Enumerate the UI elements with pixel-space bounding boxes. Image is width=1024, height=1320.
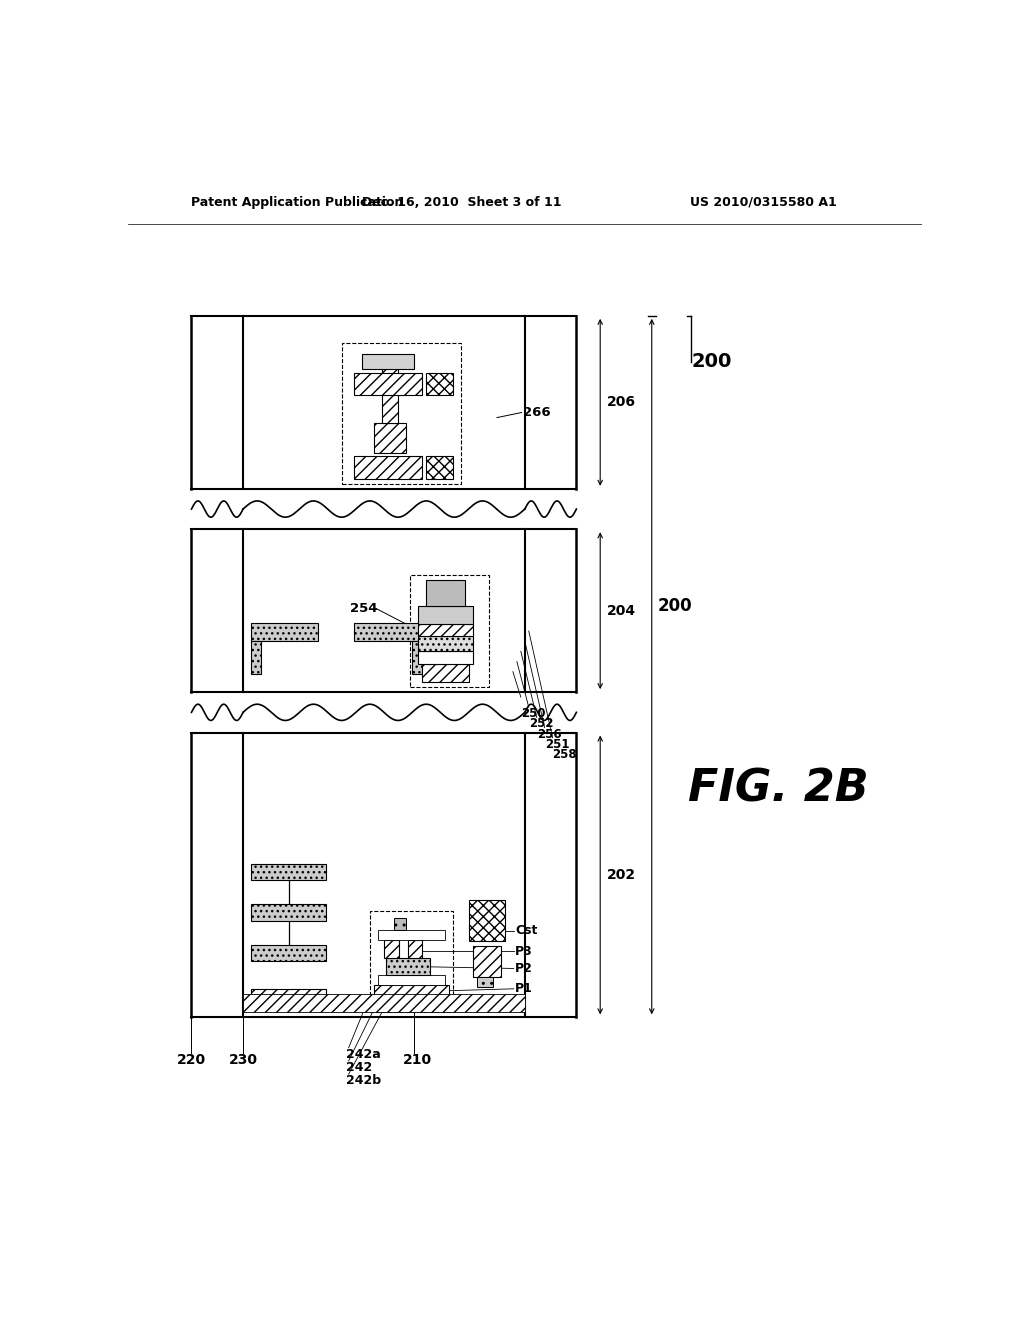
Text: 252: 252 bbox=[528, 718, 553, 730]
Bar bbox=[426, 581, 465, 606]
Text: 250: 250 bbox=[521, 708, 546, 721]
Bar bbox=[342, 343, 461, 483]
Text: 200: 200 bbox=[658, 597, 693, 615]
Bar bbox=[370, 911, 454, 1012]
Bar bbox=[426, 372, 454, 395]
Text: 220: 220 bbox=[177, 1053, 206, 1067]
Text: 266: 266 bbox=[523, 407, 551, 418]
Bar bbox=[386, 958, 430, 974]
Bar bbox=[354, 623, 422, 642]
Text: 202: 202 bbox=[606, 869, 636, 882]
Bar bbox=[251, 989, 327, 1007]
Text: 254: 254 bbox=[350, 602, 378, 615]
Text: 256: 256 bbox=[537, 727, 561, 741]
Bar bbox=[418, 636, 473, 651]
Bar bbox=[251, 863, 327, 880]
Text: 258: 258 bbox=[553, 748, 578, 760]
Text: 204: 204 bbox=[606, 603, 636, 618]
Bar bbox=[409, 940, 423, 958]
Text: P1: P1 bbox=[515, 982, 534, 995]
Bar bbox=[354, 457, 422, 479]
Bar bbox=[374, 422, 406, 453]
Bar bbox=[418, 606, 473, 624]
Bar bbox=[418, 651, 473, 664]
Bar bbox=[382, 356, 397, 422]
Bar bbox=[394, 917, 406, 929]
Bar bbox=[412, 642, 422, 673]
Bar bbox=[477, 977, 494, 987]
Bar bbox=[384, 940, 398, 958]
Text: US 2010/0315580 A1: US 2010/0315580 A1 bbox=[689, 195, 837, 209]
Bar bbox=[362, 354, 414, 368]
Bar bbox=[378, 974, 445, 985]
Bar bbox=[469, 900, 505, 941]
Text: Patent Application Publication: Patent Application Publication bbox=[191, 195, 403, 209]
Text: P2: P2 bbox=[515, 962, 534, 975]
Text: 242b: 242b bbox=[346, 1074, 381, 1088]
Text: 230: 230 bbox=[228, 1053, 258, 1067]
Bar bbox=[251, 642, 260, 673]
Bar bbox=[378, 929, 445, 940]
Bar bbox=[251, 623, 318, 642]
Text: 242: 242 bbox=[346, 1061, 373, 1074]
Text: Cst: Cst bbox=[515, 924, 538, 937]
Bar bbox=[410, 576, 489, 686]
Bar bbox=[418, 624, 473, 636]
Text: FIG. 2B: FIG. 2B bbox=[688, 767, 869, 810]
Text: P3: P3 bbox=[515, 945, 534, 958]
Text: 251: 251 bbox=[545, 738, 569, 751]
Text: 200: 200 bbox=[691, 352, 732, 371]
Bar bbox=[473, 946, 501, 977]
Bar bbox=[426, 457, 454, 479]
Bar bbox=[422, 664, 469, 682]
Bar bbox=[354, 372, 422, 395]
Text: Dec. 16, 2010  Sheet 3 of 11: Dec. 16, 2010 Sheet 3 of 11 bbox=[361, 195, 561, 209]
Bar bbox=[251, 904, 327, 921]
Text: 210: 210 bbox=[403, 1053, 432, 1067]
Text: 206: 206 bbox=[606, 395, 636, 409]
Bar bbox=[243, 994, 524, 1012]
Text: 242a: 242a bbox=[346, 1048, 381, 1061]
Bar bbox=[251, 945, 327, 961]
Bar bbox=[374, 985, 450, 1007]
